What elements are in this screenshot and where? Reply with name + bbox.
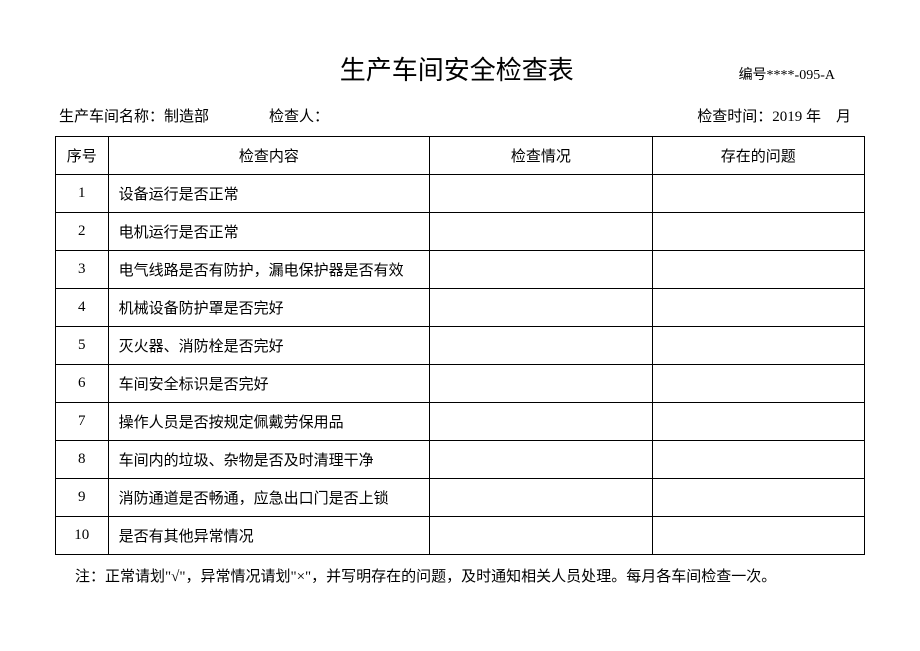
table-body: 1 设备运行是否正常 2 电机运行是否正常 3 电气线路是否有防护，漏电保护器是… <box>56 175 865 555</box>
cell-content: 灭火器、消防栓是否完好 <box>108 327 430 365</box>
cell-issues <box>652 327 864 365</box>
table-row: 7 操作人员是否按规定佩戴劳保用品 <box>56 403 865 441</box>
cell-content: 设备运行是否正常 <box>108 175 430 213</box>
cell-issues <box>652 441 864 479</box>
cell-content: 操作人员是否按规定佩戴劳保用品 <box>108 403 430 441</box>
col-header-seq: 序号 <box>56 137 109 175</box>
cell-content: 机械设备防护罩是否完好 <box>108 289 430 327</box>
page-title: 生产车间安全检查表 <box>175 50 739 87</box>
cell-seq: 10 <box>56 517 109 555</box>
table-header-row: 序号 检查内容 检查情况 存在的问题 <box>56 137 865 175</box>
table-row: 9 消防通道是否畅通，应急出口门是否上锁 <box>56 479 865 517</box>
cell-status <box>430 403 652 441</box>
table-row: 4 机械设备防护罩是否完好 <box>56 289 865 327</box>
cell-issues <box>652 479 864 517</box>
table-row: 6 车间安全标识是否完好 <box>56 365 865 403</box>
table-row: 3 电气线路是否有防护，漏电保护器是否有效 <box>56 251 865 289</box>
cell-seq: 7 <box>56 403 109 441</box>
table-row: 2 电机运行是否正常 <box>56 213 865 251</box>
inspector: 检查人： <box>269 105 697 126</box>
cell-issues <box>652 517 864 555</box>
inspector-label: 检查人： <box>269 109 329 125</box>
table-row: 1 设备运行是否正常 <box>56 175 865 213</box>
cell-issues <box>652 213 864 251</box>
inspect-time-label: 检查时间： <box>697 109 772 125</box>
doc-number: 编号****-095-A <box>739 64 835 84</box>
cell-status <box>430 441 652 479</box>
cell-content: 电气线路是否有防护，漏电保护器是否有效 <box>108 251 430 289</box>
cell-status <box>430 479 652 517</box>
table-row: 5 灭火器、消防栓是否完好 <box>56 327 865 365</box>
workshop-value: 制造部 <box>164 109 209 125</box>
cell-seq: 5 <box>56 327 109 365</box>
inspect-time: 检查时间：2019 年 月 <box>697 105 851 126</box>
info-row: 生产车间名称：制造部 检查人： 检查时间：2019 年 月 <box>55 105 865 126</box>
cell-seq: 3 <box>56 251 109 289</box>
cell-status <box>430 365 652 403</box>
cell-content: 电机运行是否正常 <box>108 213 430 251</box>
cell-seq: 8 <box>56 441 109 479</box>
col-header-issues: 存在的问题 <box>652 137 864 175</box>
cell-issues <box>652 365 864 403</box>
cell-issues <box>652 289 864 327</box>
cell-content: 车间安全标识是否完好 <box>108 365 430 403</box>
cell-content: 消防通道是否畅通，应急出口门是否上锁 <box>108 479 430 517</box>
cell-status <box>430 327 652 365</box>
cell-status <box>430 517 652 555</box>
cell-issues <box>652 403 864 441</box>
cell-seq: 1 <box>56 175 109 213</box>
cell-status <box>430 289 652 327</box>
footer-note: 注：正常请划"√"，异常情况请划"×"，并写明存在的问题，及时通知相关人员处理。… <box>55 565 865 586</box>
cell-content: 是否有其他异常情况 <box>108 517 430 555</box>
cell-issues <box>652 175 864 213</box>
cell-seq: 9 <box>56 479 109 517</box>
workshop-label: 生产车间名称： <box>59 109 164 125</box>
cell-status <box>430 213 652 251</box>
cell-seq: 2 <box>56 213 109 251</box>
cell-content: 车间内的垃圾、杂物是否及时清理干净 <box>108 441 430 479</box>
cell-seq: 4 <box>56 289 109 327</box>
header-row: 生产车间安全检查表 编号****-095-A <box>55 50 865 87</box>
cell-seq: 6 <box>56 365 109 403</box>
cell-status <box>430 251 652 289</box>
inspection-table: 序号 检查内容 检查情况 存在的问题 1 设备运行是否正常 2 电机运行是否正常… <box>55 136 865 555</box>
table-row: 8 车间内的垃圾、杂物是否及时清理干净 <box>56 441 865 479</box>
workshop-name: 生产车间名称：制造部 <box>59 105 209 126</box>
cell-status <box>430 175 652 213</box>
col-header-status: 检查情况 <box>430 137 652 175</box>
cell-issues <box>652 251 864 289</box>
table-row: 10 是否有其他异常情况 <box>56 517 865 555</box>
col-header-content: 检查内容 <box>108 137 430 175</box>
inspect-time-value: 2019 年 月 <box>772 109 851 125</box>
